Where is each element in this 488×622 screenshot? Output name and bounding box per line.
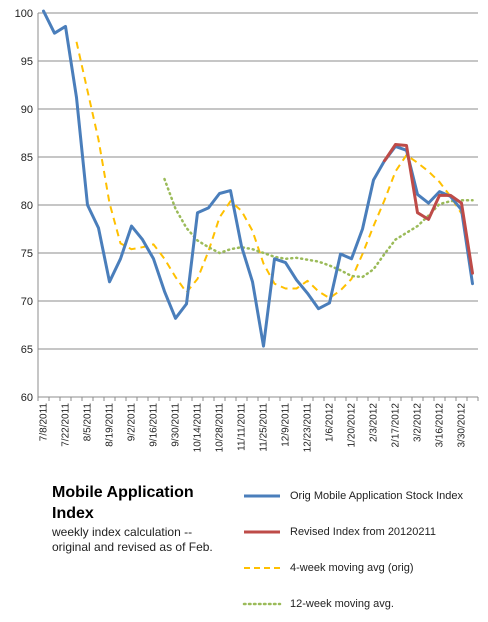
series-line-0 — [42, 9, 474, 348]
x-tick-label: 2/17/2012 — [391, 403, 402, 448]
y-tick-label: 100 — [15, 8, 33, 20]
title-block: Mobile Application Index weekly index ca… — [52, 482, 232, 555]
series-line-1 — [383, 143, 474, 275]
x-tick-label: 8/19/2011 — [105, 403, 116, 447]
legend-item-12week: 12-week moving avg. — [242, 586, 488, 622]
x-tick-label: 10/14/2011 — [193, 403, 204, 453]
legend-item-4week: 4-week moving avg (orig) — [242, 550, 488, 586]
legend: Orig Mobile Application Stock Index Revi… — [242, 478, 488, 622]
legend-swatch-4week — [244, 567, 280, 569]
x-tick-label: 11/11/2011 — [237, 403, 248, 451]
x-tick-label: 11/25/2011 — [259, 403, 270, 452]
x-tick-label: 9/30/2011 — [171, 403, 182, 447]
x-tick-label: 7/8/2011 — [39, 403, 50, 442]
x-tick-label: 12/9/2011 — [281, 403, 292, 447]
legend-label-revised: Revised Index from 20120211 — [290, 526, 436, 538]
y-tick-label: 65 — [21, 344, 33, 356]
legend-item-revised: Revised Index from 20120211 — [242, 514, 488, 550]
x-tick-label: 7/22/2011 — [61, 403, 72, 447]
x-tick-label: 2/3/2012 — [369, 403, 380, 442]
y-tick-label: 70 — [21, 296, 33, 308]
series-line-2 — [75, 41, 463, 300]
y-axis: 60 65 70 75 80 85 90 95 100 — [15, 8, 39, 404]
chart-title: Mobile Application Index — [52, 484, 194, 522]
y-tick-label: 75 — [21, 248, 33, 260]
legend-label-4week: 4-week moving avg (orig) — [290, 562, 414, 574]
y-tick-label: 90 — [21, 104, 33, 116]
x-tick-label: 9/2/2011 — [127, 403, 138, 442]
legend-swatch-12week — [242, 602, 282, 606]
plot-lines — [42, 9, 474, 348]
y-tick-label: 80 — [21, 200, 33, 212]
x-tick-label: 10/28/2011 — [215, 403, 226, 453]
y-tick-label: 95 — [21, 56, 33, 68]
chart-subtitle: weekly index calculation -- original and… — [52, 525, 213, 554]
chart: 60 65 70 75 80 85 90 95 100 7/8/2011 7/22/2011 8/5… — [15, 8, 479, 453]
x-tick-label: 1/6/2012 — [325, 403, 336, 442]
gridlines — [38, 12, 478, 350]
x-tick-label: 3/30/2012 — [457, 403, 468, 448]
legend-label-12week: 12-week moving avg. — [290, 598, 394, 610]
x-tick-label: 12/23/2011 — [303, 403, 314, 453]
y-tick-label: 85 — [21, 152, 33, 164]
x-axis: 7/8/2011 7/22/2011 8/5/2011 8/19/2011 9/2/20… — [37, 396, 479, 453]
x-tick-label: 3/16/2012 — [435, 403, 446, 448]
series-line-3 — [163, 177, 474, 279]
legend-label-orig: Orig Mobile Application Stock Index — [290, 490, 464, 502]
y-tick-label: 60 — [21, 392, 33, 404]
x-tick-label: 3/2/2012 — [413, 403, 424, 442]
legend-item-orig: Orig Mobile Application Stock Index — [242, 478, 488, 514]
x-tick-label: 1/20/2012 — [347, 403, 358, 448]
legend-swatch-revised — [244, 530, 280, 534]
x-tick-label: 8/5/2011 — [83, 403, 94, 442]
legend-swatch-orig — [244, 494, 280, 498]
x-tick-label: 9/16/2011 — [149, 403, 160, 447]
